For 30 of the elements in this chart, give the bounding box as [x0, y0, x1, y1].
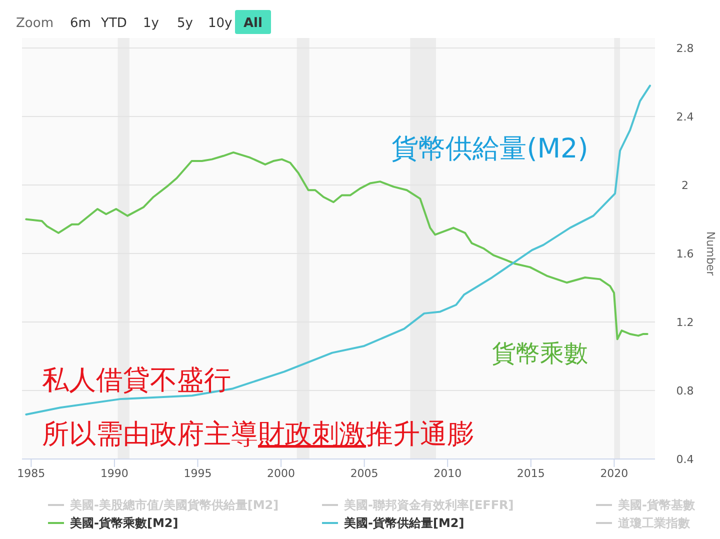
x-tick-label: 2015: [516, 467, 545, 480]
text: 10y: [208, 16, 233, 31]
y-tick-label: 1.6: [676, 248, 694, 260]
y-tick-label: 2: [682, 179, 688, 192]
x-tick-label: 2005: [350, 467, 378, 480]
y-axis-title: Number: [704, 231, 717, 276]
y-tick-label: 0.8: [676, 384, 694, 398]
y-tick-label: 0.4: [676, 453, 694, 466]
annotation: 貨幣供給量(M2): [392, 133, 588, 164]
x-tick-label: 1985: [17, 467, 46, 480]
text: YTD: [100, 16, 127, 31]
y-tick-label: 2.4: [676, 110, 694, 124]
text: 6m: [70, 16, 91, 31]
text: Zoom: [16, 16, 54, 31]
x-tick-label: 2000: [267, 467, 296, 480]
x-tick-label: 2020: [600, 467, 628, 480]
legend-label: 美國-貨幣供給量[M2]: [343, 516, 464, 530]
x-tick-label: 1990: [100, 467, 128, 480]
annotation: 私人借貸不盛行: [42, 365, 231, 396]
legend-label: 美國-貨幣乘數[M2]: [69, 516, 178, 530]
y-tick-label: 1.2: [676, 316, 694, 329]
x-tick-label: 1995: [184, 467, 212, 480]
x-tick-label: 2010: [434, 467, 462, 480]
y-tick-label: 2.8: [676, 42, 694, 55]
line-series: [25, 84, 652, 416]
annotation: 所以需由政府主導財政刺激推升通膨: [42, 419, 474, 450]
text: 1y: [143, 16, 160, 31]
annotation: 貨幣乘數: [492, 340, 588, 368]
text: All: [244, 16, 262, 31]
text: 5y: [177, 16, 194, 31]
